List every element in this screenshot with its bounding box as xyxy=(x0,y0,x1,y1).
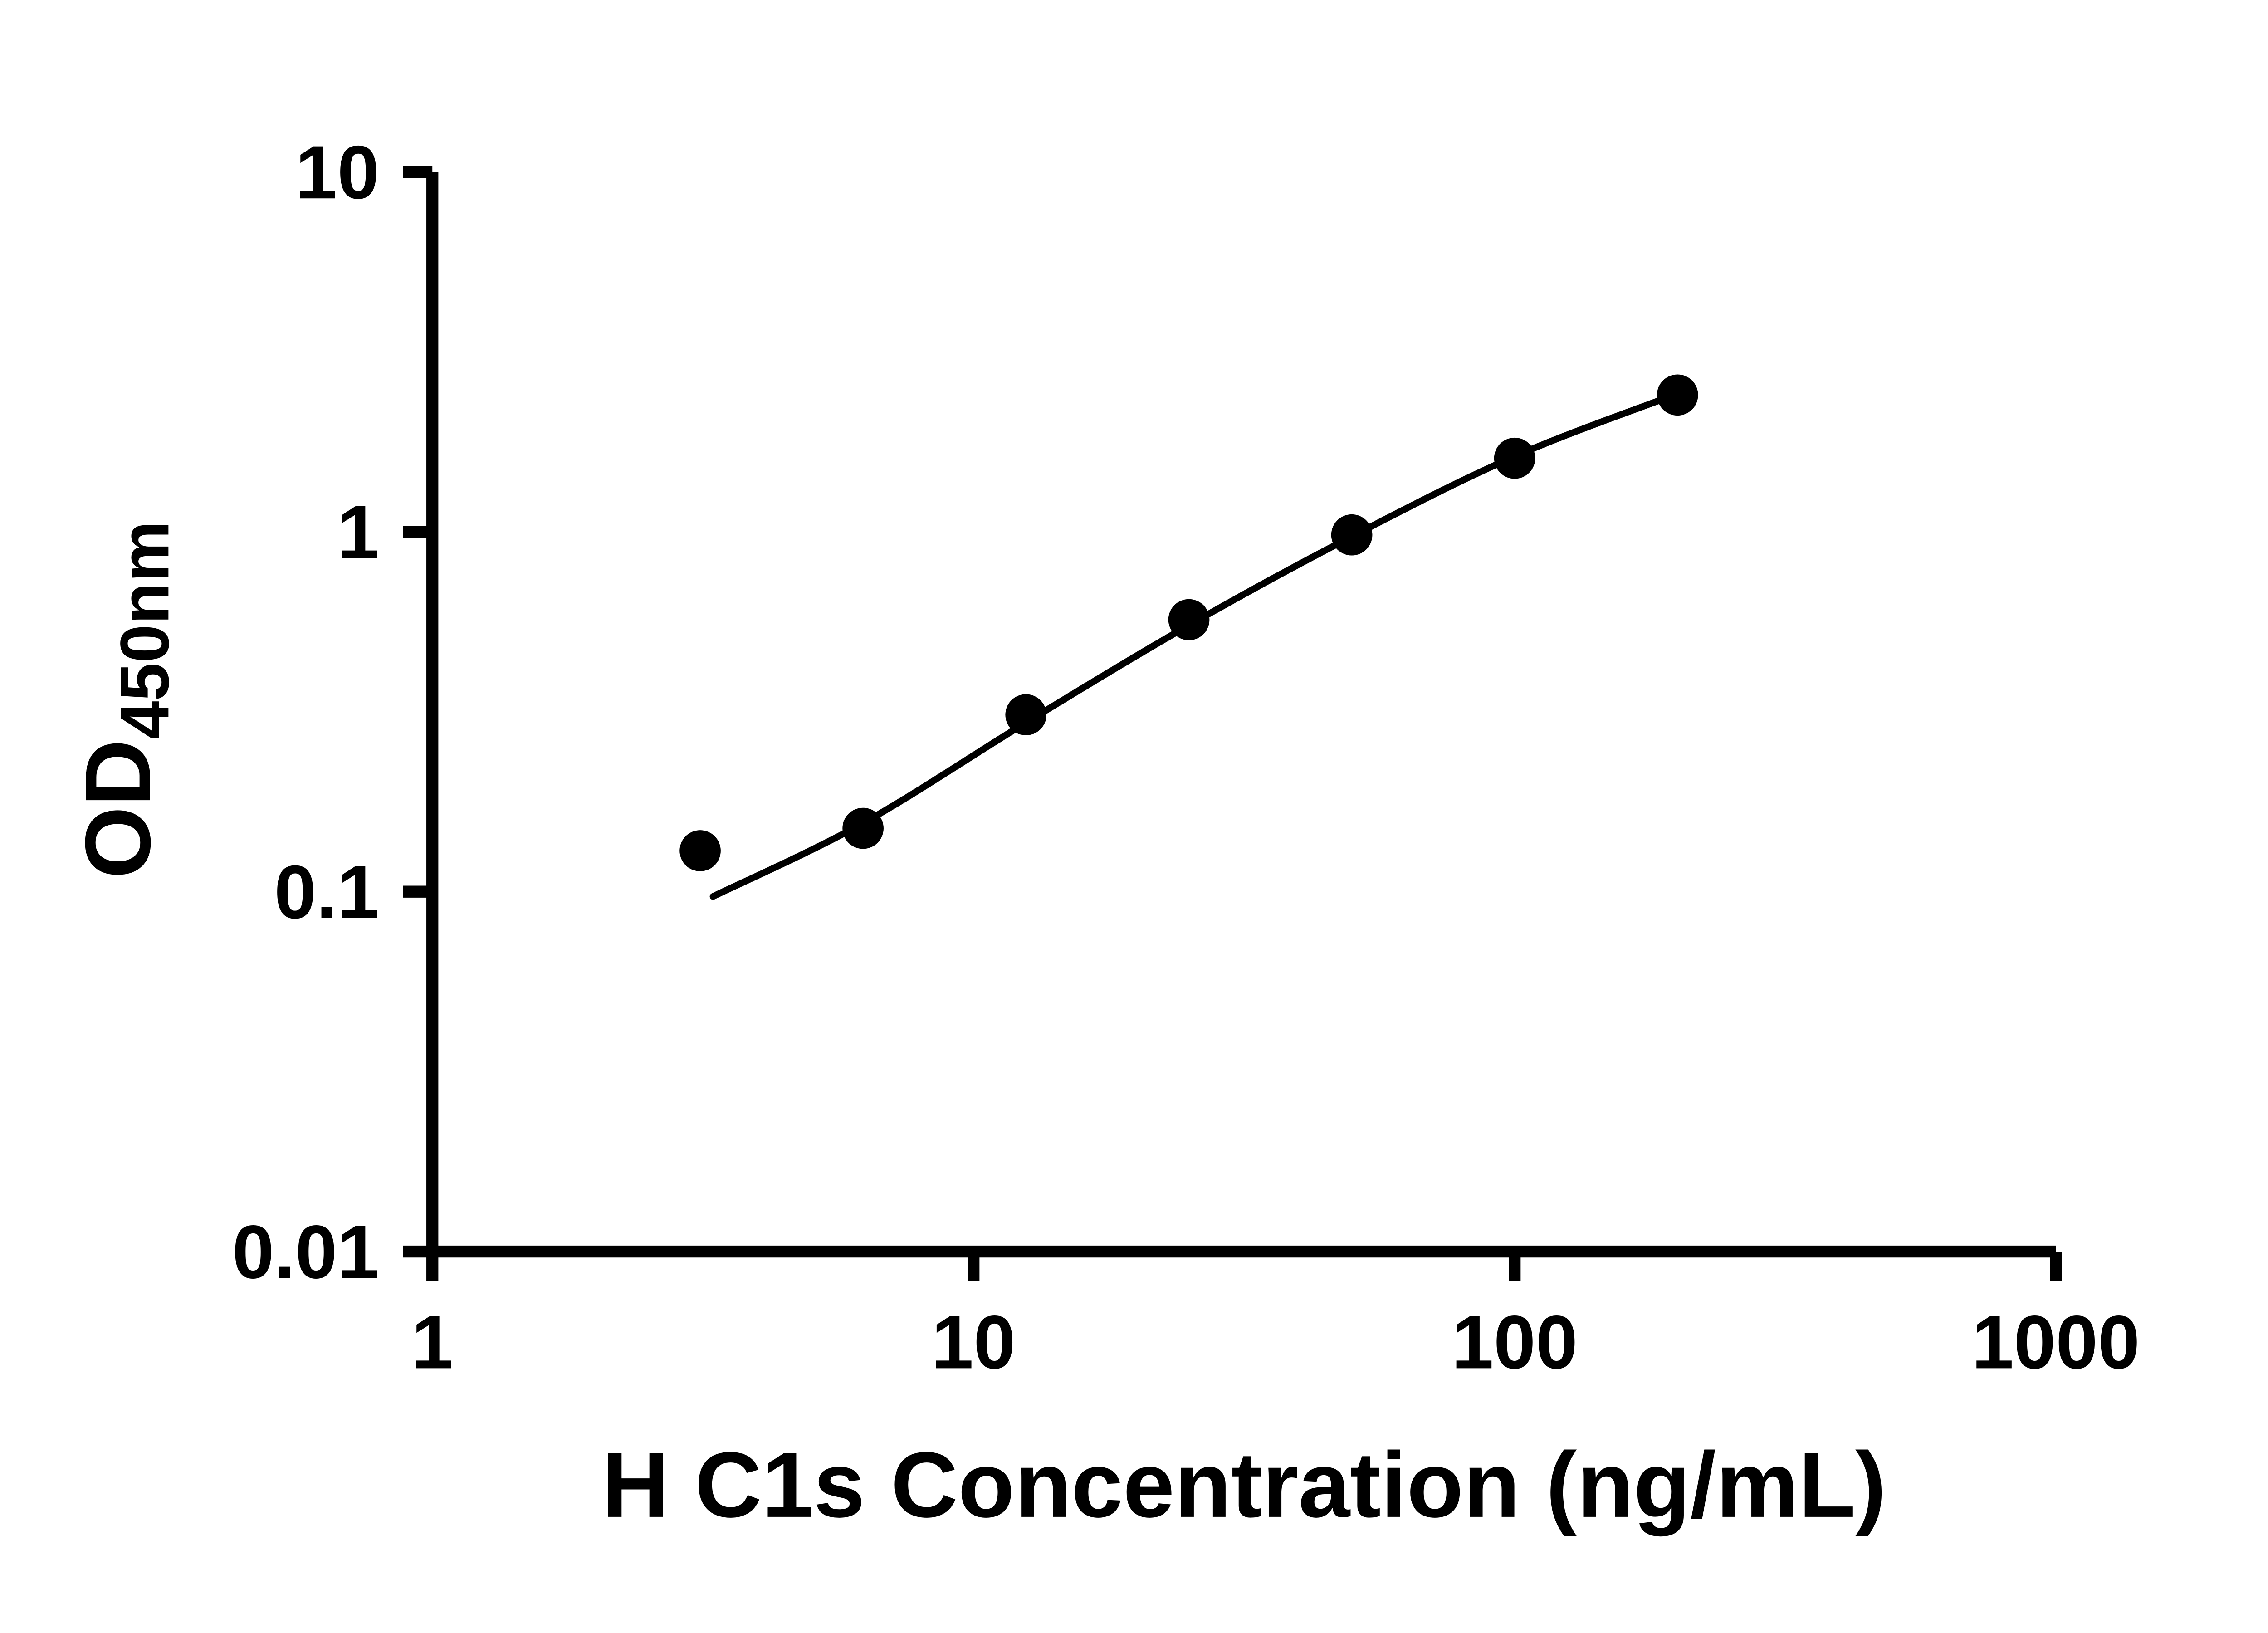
data-points xyxy=(679,374,1698,871)
data-point-marker xyxy=(1331,514,1373,556)
y-tick-label: 1 xyxy=(337,490,380,575)
y-axis-title-main: OD xyxy=(66,739,170,879)
x-tick-label: 1 xyxy=(411,1300,454,1384)
y-tick-label: 10 xyxy=(295,130,379,215)
x-tick-label: 10 xyxy=(932,1300,1016,1384)
x-tick-label: 100 xyxy=(1452,1300,1578,1384)
data-point-marker xyxy=(1657,374,1698,416)
y-axis-title-subscript: 450nm xyxy=(106,521,183,739)
data-point-marker xyxy=(1168,599,1210,640)
y-axis: 10 1 0.1 0.01 xyxy=(232,130,433,1294)
data-point-marker xyxy=(679,830,721,871)
y-tick-label: 0.01 xyxy=(232,1210,379,1294)
x-axis: 1 10 100 1000 xyxy=(411,1252,2140,1384)
data-point-marker xyxy=(1005,694,1047,736)
data-point-marker xyxy=(842,807,884,849)
y-tick-label: 0.1 xyxy=(274,850,380,934)
data-point-marker xyxy=(1494,437,1535,479)
x-axis-title: H C1s Concentration (ng/mL) xyxy=(602,1433,1886,1537)
y-axis-title: OD450nm xyxy=(66,521,183,879)
axis-spines xyxy=(426,171,2056,1258)
x-tick-label: 1000 xyxy=(1972,1300,2140,1384)
